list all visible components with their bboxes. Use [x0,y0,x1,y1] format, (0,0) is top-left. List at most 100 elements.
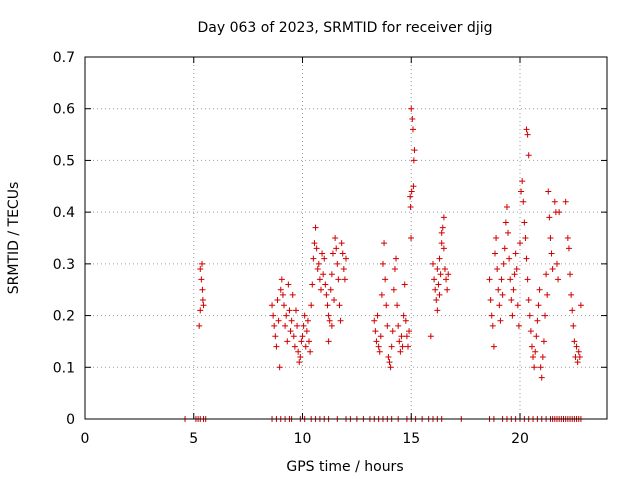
data-point [569,307,576,314]
data-point [437,271,444,278]
data-point [327,286,334,293]
data-point [444,286,451,293]
data-point [513,266,520,273]
data-point [527,328,534,335]
data-point [411,147,418,154]
data-point [556,209,563,216]
data-point [386,359,393,366]
data-point [339,250,346,257]
data-point [408,235,415,241]
data-point [290,333,297,340]
data-point [395,322,402,329]
y-tick-label: 0.5 [53,153,75,169]
data-point [292,307,299,314]
plot-frame [84,56,608,420]
data-point [514,302,521,309]
data-point [406,328,413,335]
data-point [547,235,554,241]
data-point [491,250,498,257]
data-point [436,255,443,262]
data-point [433,297,440,304]
data-point [306,338,313,345]
data-point [271,322,278,329]
data-point [555,276,562,283]
x-tick-label: 20 [511,431,529,447]
data-point [533,333,540,340]
data-point [274,297,281,304]
data-point [372,328,379,335]
data-point [197,266,204,273]
x-tick-label: 0 [81,431,90,447]
data-point [287,328,294,335]
data-point [564,235,571,241]
data-point [315,260,322,267]
data-point [409,116,416,123]
data-point [278,276,285,283]
y-tick-label: 0.1 [53,360,75,376]
data-point [340,266,347,273]
data-point [275,317,282,324]
data-point [522,235,529,241]
data-point [379,260,386,267]
x-tick-label: 10 [294,431,312,447]
data-point [410,183,417,190]
data-point [398,333,405,340]
x-tick-label: 15 [402,431,420,447]
data-point [498,276,505,283]
data-point [199,260,206,267]
data-point [490,343,497,350]
data-point [545,188,552,195]
data-point [575,348,582,355]
y-tick-label: 0.4 [53,205,75,221]
data-point [576,353,583,360]
data-point [328,271,335,278]
data-point [277,286,284,293]
data-point [314,266,321,273]
data-point [329,250,336,257]
data-point [540,338,547,345]
data-point [489,322,496,329]
data-point [297,353,304,360]
data-point [487,297,494,304]
data-point [291,343,298,350]
data-point [296,359,303,366]
data-point [500,260,507,267]
data-point [577,302,584,309]
data-point [507,276,514,283]
data-point [389,328,396,335]
grid-lines [85,57,607,419]
data-point [326,317,333,324]
data-point [319,250,326,257]
data-point [321,255,328,262]
data-point [532,348,539,355]
data-point [311,240,318,247]
data-point [524,131,531,138]
data-point [506,255,513,262]
data-point [394,302,401,309]
data-point [521,219,528,226]
data-point [199,297,206,304]
data-point [286,307,293,314]
data-point [509,312,516,319]
data-point [407,203,414,210]
data-point [488,312,495,319]
data-point [303,328,310,335]
data-point [503,203,510,210]
data-point [400,312,407,319]
data-point [505,229,512,236]
data-point [546,214,553,221]
data-point [486,276,493,283]
data-point [281,302,288,309]
data-point [374,312,381,319]
data-point [387,364,394,371]
data-point [328,322,335,329]
data-point [196,322,203,329]
data-point [499,291,506,298]
data-point [313,245,320,252]
data-point [517,240,523,247]
data-point [317,286,324,293]
data-point [439,224,446,231]
data-point [434,307,441,314]
x-tick-label: 5 [189,431,198,447]
chart-title: Day 063 of 2023, SRMTID for receiver dji… [198,20,493,36]
